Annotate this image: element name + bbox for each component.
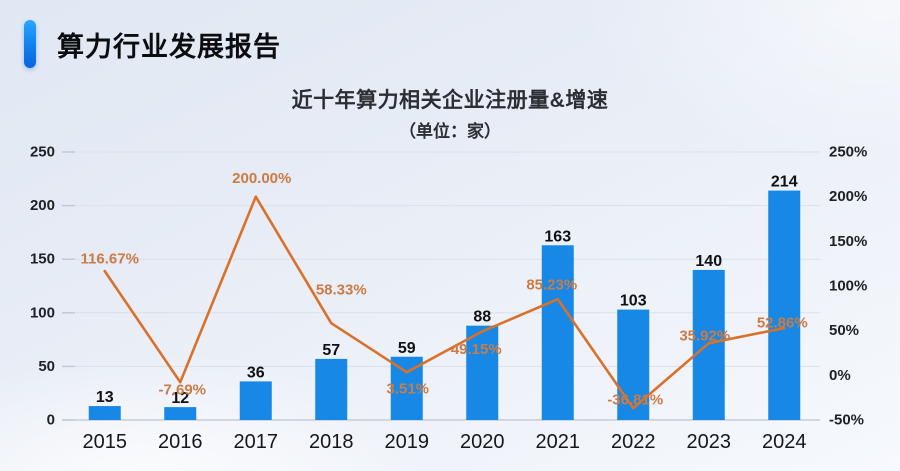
growth-value-label: 52.86% bbox=[757, 315, 808, 332]
growth-value-label: 49.15% bbox=[451, 341, 502, 358]
x-axis-label-2020: 2020 bbox=[460, 431, 505, 453]
bar-2017 bbox=[239, 381, 272, 420]
bar-value-label: 13 bbox=[96, 389, 114, 406]
bar-value-label: 140 bbox=[695, 253, 722, 270]
bar-value-label: 214 bbox=[771, 174, 798, 191]
growth-value-label: 35.92% bbox=[679, 328, 730, 345]
x-axis-label-2015: 2015 bbox=[83, 431, 128, 453]
growth-value-label: 200.00% bbox=[232, 170, 291, 187]
chart-title-block: 近十年算力相关企业注册量&增速 （单位：家） bbox=[0, 84, 900, 142]
left-axis-tick-label: 200 bbox=[30, 197, 55, 214]
growth-line bbox=[103, 195, 786, 410]
left-axis-tick-label: 250 bbox=[30, 144, 55, 161]
report-header: 算力行业发展报告 bbox=[24, 20, 281, 68]
growth-value-label: 3.51% bbox=[386, 381, 429, 398]
growth-value-label: 116.67% bbox=[81, 251, 139, 268]
growth-value-label: 85.23% bbox=[526, 277, 577, 294]
x-axis-label-2021: 2021 bbox=[536, 431, 581, 453]
x-axis-label-2023: 2023 bbox=[687, 431, 732, 453]
growth-value-label: -7.69% bbox=[158, 382, 206, 399]
chart-unit-subtitle: （单位：家） bbox=[399, 122, 501, 141]
x-axis-label-2016: 2016 bbox=[158, 431, 203, 453]
left-axis-tick-label: 100 bbox=[30, 304, 55, 321]
bar-2018 bbox=[315, 358, 348, 420]
left-axis-tick-label: 150 bbox=[30, 251, 55, 268]
report-title: 算力行业发展报告 bbox=[57, 31, 281, 62]
bar-value-label: 57 bbox=[322, 342, 340, 359]
bar-2021 bbox=[541, 245, 574, 420]
bar-value-label: 88 bbox=[473, 309, 491, 326]
right-axis-tick-label: 150% bbox=[829, 233, 867, 250]
x-axis-label-2018: 2018 bbox=[309, 431, 354, 453]
right-axis-tick-label: 0% bbox=[829, 367, 851, 384]
x-axis-label-2024: 2024 bbox=[762, 431, 807, 453]
bar-2020 bbox=[466, 325, 499, 420]
x-axis-label-2019: 2019 bbox=[385, 431, 430, 453]
bar-value-label: 59 bbox=[398, 340, 416, 357]
header-accent-bar bbox=[24, 20, 36, 68]
right-axis-tick-label: 250% bbox=[829, 144, 867, 161]
bar-value-label: 36 bbox=[247, 364, 265, 381]
bar-2016 bbox=[164, 407, 197, 420]
bar-value-label: 103 bbox=[620, 293, 647, 310]
growth-value-label: 58.33% bbox=[316, 282, 367, 299]
left-axis-tick-label: 0 bbox=[47, 412, 55, 429]
bar-value-label: 163 bbox=[544, 228, 571, 245]
right-axis-tick-label: -50% bbox=[829, 412, 864, 429]
bar-2023 bbox=[692, 269, 725, 420]
x-axis-label-2017: 2017 bbox=[234, 431, 279, 453]
right-axis-tick-label: 50% bbox=[829, 322, 859, 339]
bar-2015 bbox=[88, 406, 121, 420]
chart-title: 近十年算力相关企业注册量&增速 bbox=[291, 89, 609, 112]
bar-value-label: 12 bbox=[171, 390, 189, 407]
growth-value-label: -36.81% bbox=[607, 392, 663, 409]
left-axis-tick-label: 50 bbox=[38, 358, 55, 375]
bar-2022 bbox=[617, 309, 650, 420]
bar-2024 bbox=[768, 190, 801, 420]
right-axis-tick-label: 100% bbox=[829, 278, 867, 295]
right-axis-tick-label: 200% bbox=[829, 188, 867, 205]
x-axis-label-2022: 2022 bbox=[611, 431, 656, 453]
